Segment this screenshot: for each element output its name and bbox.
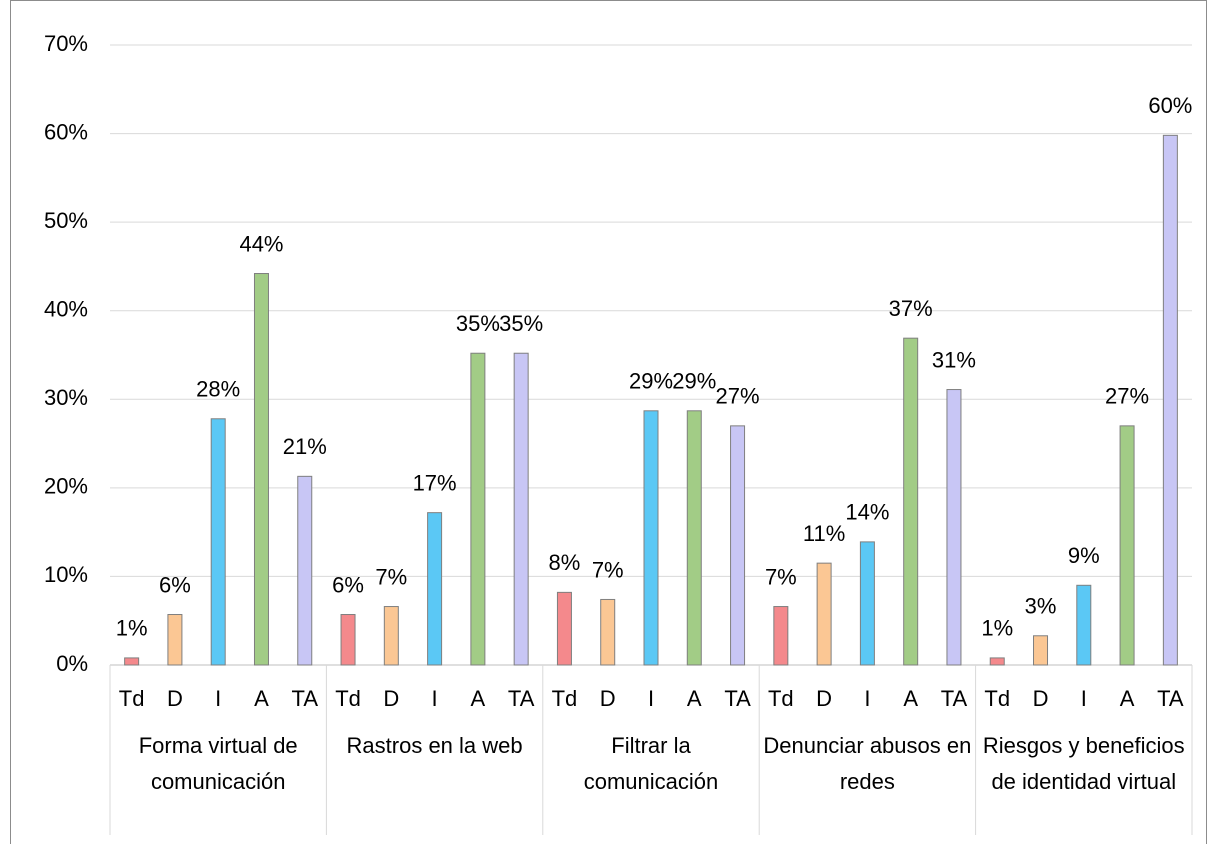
bar (210, 418, 226, 666)
x-tick-label: I (215, 686, 221, 711)
x-tick-label: A (254, 686, 269, 711)
data-label: 17% (413, 470, 457, 495)
bar (340, 614, 356, 666)
x-tick-label: A (471, 686, 486, 711)
data-label: 6% (159, 572, 191, 597)
bar (859, 541, 875, 666)
x-tick-label: Td (335, 686, 361, 711)
x-tick-label: TA (724, 686, 751, 711)
y-tick-label: 60% (44, 119, 88, 144)
data-label: 7% (375, 564, 407, 589)
bar (903, 337, 919, 666)
data-label: 27% (1105, 384, 1149, 409)
data-label: 6% (332, 572, 364, 597)
data-label: 7% (592, 557, 624, 582)
x-tick-label: A (1120, 686, 1135, 711)
bar (686, 410, 702, 666)
bar (643, 410, 659, 666)
y-tick-label: 0% (56, 651, 88, 676)
group-label: Denunciar abusos en redes (763, 733, 972, 794)
bar (427, 512, 443, 666)
bar (730, 425, 746, 666)
bar (556, 591, 572, 666)
data-label: 3% (1025, 594, 1057, 619)
bar (600, 598, 616, 666)
bar (513, 352, 529, 666)
data-label: 11% (803, 521, 845, 546)
y-tick-label: 30% (44, 385, 88, 410)
x-tick-label: Td (552, 686, 578, 711)
bar (1119, 425, 1135, 666)
x-tick-label: TA (941, 686, 968, 711)
y-tick-label: 70% (44, 31, 88, 56)
data-label: 9% (1068, 543, 1100, 568)
bar (816, 562, 832, 666)
x-tick-label: D (600, 686, 616, 711)
x-tick-label: A (903, 686, 918, 711)
bar (383, 606, 399, 666)
data-label: 60% (1148, 93, 1192, 118)
data-label: 35% (456, 311, 500, 336)
x-tick-label: Td (984, 686, 1010, 711)
group-label: Riesgos y beneficios de identidad virtua… (982, 733, 1185, 794)
data-label: 28% (196, 377, 240, 402)
data-label: 37% (889, 296, 933, 321)
bar (167, 614, 183, 666)
data-label: 1% (981, 616, 1013, 641)
y-tick-label: 40% (44, 297, 88, 322)
chart-border (10, 0, 1207, 844)
bar (989, 657, 1005, 666)
x-tick-label: D (1033, 686, 1049, 711)
x-tick-label: TA (1157, 686, 1184, 711)
x-tick-label: TA (292, 686, 319, 711)
data-label: 44% (239, 231, 283, 256)
data-label: 35% (499, 311, 543, 336)
x-tick-label: Td (119, 686, 145, 711)
y-tick-label: 10% (44, 562, 88, 587)
data-label: 31% (932, 347, 976, 372)
data-label: 14% (845, 500, 889, 525)
x-tick-label: I (648, 686, 654, 711)
data-label: 1% (116, 616, 148, 641)
x-tick-label: D (167, 686, 183, 711)
x-tick-label: TA (508, 686, 535, 711)
x-tick-label: I (432, 686, 438, 711)
data-label: 8% (549, 550, 581, 575)
x-tick-label: I (864, 686, 870, 711)
bar (253, 273, 269, 666)
bar (1033, 635, 1049, 666)
x-tick-label: D (816, 686, 832, 711)
bar (773, 606, 789, 666)
bar (297, 475, 313, 666)
x-tick-label: A (687, 686, 702, 711)
group-label: Filtrar la comunicación (583, 733, 719, 794)
x-tick-label: Td (768, 686, 794, 711)
bar (124, 657, 140, 666)
x-tick-label: I (1081, 686, 1087, 711)
group-label: Forma virtual de comunicación (138, 733, 298, 794)
bar (946, 389, 962, 666)
y-tick-label: 50% (44, 208, 88, 233)
bar (470, 352, 486, 666)
y-tick-label: 20% (44, 474, 88, 499)
data-label: 29% (672, 369, 716, 394)
bar (1076, 584, 1092, 666)
data-label: 7% (765, 564, 797, 589)
data-label: 29% (629, 369, 673, 394)
x-tick-label: D (383, 686, 399, 711)
bar (1162, 134, 1178, 666)
data-label: 27% (716, 384, 760, 409)
group-label: Rastros en la web (346, 733, 523, 758)
data-label: 21% (283, 434, 327, 459)
